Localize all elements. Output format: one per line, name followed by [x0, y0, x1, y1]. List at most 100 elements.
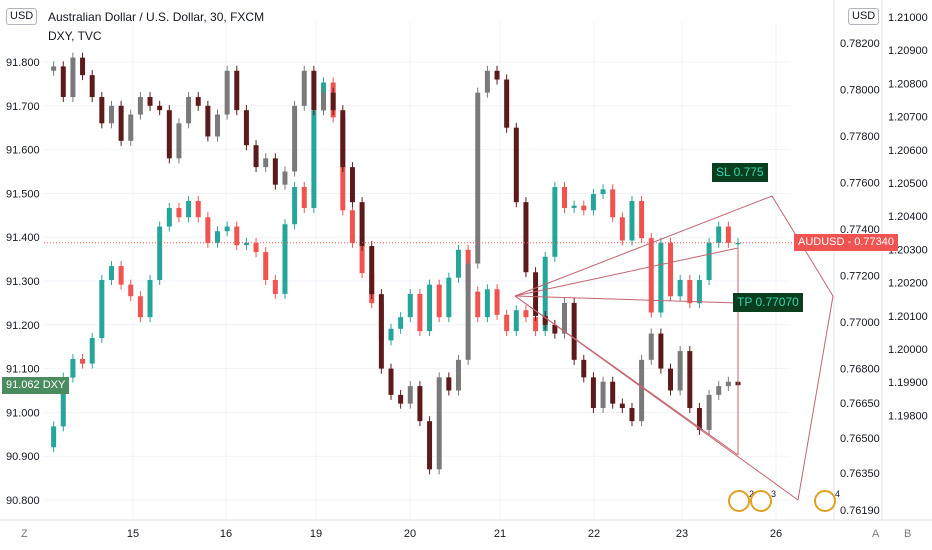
dxy-name: DXY	[42, 379, 66, 391]
dxy-candle-body	[215, 114, 220, 137]
audusd-candle-body	[504, 314, 510, 332]
dxy-candle-body	[234, 70, 240, 111]
base-scale-button[interactable]: B	[904, 528, 912, 540]
audusd-candle-body	[243, 242, 249, 246]
left-tick-label: 91.700	[6, 101, 40, 113]
dxy-candle-body	[446, 377, 452, 391]
left-tick-label: 91.500	[6, 188, 40, 200]
dxy-candle-body	[696, 408, 702, 430]
dxy-candle-body	[388, 368, 394, 395]
dxy-price-tag: 91.062 DXY	[2, 377, 70, 394]
dxy-candle-body	[128, 114, 134, 141]
mid-tick-label: 0.77000	[840, 317, 880, 329]
dxy-candle-body	[581, 359, 587, 378]
timezone-button[interactable]: Z	[21, 528, 28, 540]
dxy-candle-body	[436, 377, 442, 470]
audusd-candle-body	[263, 252, 269, 280]
dxy-candle-body	[147, 97, 153, 106]
take-profit-label[interactable]: TP 0.77070	[733, 293, 803, 312]
mid-tick-label: 0.77600	[840, 177, 880, 189]
audusd-candle-body	[706, 242, 712, 280]
dxy-candle-body	[186, 97, 192, 124]
stop-loss-label[interactable]: SL 0.775	[712, 163, 768, 182]
audusd-candle-body	[484, 289, 490, 318]
mid-tick-label: 0.78000	[840, 84, 880, 96]
audusd-candle-body	[629, 200, 635, 241]
mid-tick-label: 0.77800	[840, 131, 880, 143]
audusd-candle-body	[272, 279, 278, 294]
left-tick-label: 91.600	[6, 145, 40, 157]
dxy-candle-body	[571, 302, 577, 360]
right-tick-label: 1.20400	[888, 211, 928, 223]
audusd-candle-body	[735, 242, 741, 245]
dxy-candle-body	[60, 66, 66, 98]
dxy-candle-body	[590, 377, 596, 409]
audusd-candle-body	[590, 194, 596, 211]
wedge-pattern-drawing[interactable]	[514, 195, 834, 501]
x-tick-label: 16	[220, 528, 232, 540]
audusd-candle-body	[696, 279, 702, 304]
audusd-candle-body	[455, 249, 461, 278]
dxy-candle-body	[427, 421, 433, 470]
audusd-candle-body	[427, 284, 433, 332]
audusd-candle-body	[205, 217, 211, 243]
dxy-candle-body	[340, 110, 346, 168]
left-currency-button[interactable]: USD	[6, 8, 38, 25]
dxy-candle-body	[369, 245, 375, 295]
comparison-symbol: DXY, TVC	[48, 29, 102, 43]
audusd-value: 0.77340	[854, 236, 894, 248]
dxy-candle-body	[475, 92, 481, 264]
audusd-candle-body	[716, 226, 722, 243]
dxy-candle-body	[301, 70, 307, 106]
audusd-candle-body	[571, 205, 577, 208]
audusd-candle-body	[80, 358, 86, 364]
audusd-candle-body	[128, 284, 134, 297]
dxy-candle-body	[494, 70, 500, 80]
left-tick-label: 91.100	[6, 364, 40, 376]
dxy-candle-body	[600, 381, 606, 409]
right-currency-button[interactable]: USD	[848, 8, 880, 25]
left-tick-label: 91.300	[6, 276, 40, 288]
audusd-candle-body	[725, 226, 731, 243]
dxy-candle-body	[658, 333, 664, 369]
economic-event-us-1[interactable]: 2	[728, 490, 754, 512]
dxy-candle-body	[407, 386, 413, 404]
mid-tick-label: 0.76190	[840, 505, 880, 517]
audusd-candle-body	[687, 279, 693, 304]
audusd-candle-body	[677, 279, 683, 297]
audusd-candle-body	[89, 338, 95, 364]
audusd-candle-body	[349, 210, 355, 243]
audusd-candle-body	[234, 226, 240, 246]
right-tick-label: 1.20100	[888, 311, 928, 323]
audusd-candle-body	[51, 426, 57, 448]
audusd-candle-body	[533, 317, 539, 332]
audusd-candle-body	[60, 377, 66, 427]
dxy-candle-body	[465, 263, 471, 360]
audusd-candle-body	[668, 242, 674, 297]
event-count: 4	[834, 489, 840, 499]
economic-event-us-2[interactable]: 3	[750, 490, 776, 512]
audusd-candle-body	[157, 226, 163, 280]
dxy-candle-body	[330, 92, 336, 111]
audusd-candle-body	[253, 242, 259, 253]
pattern-line	[514, 195, 773, 297]
dxy-candle-body	[552, 324, 558, 334]
audusd-candle-body	[118, 266, 124, 285]
dxy-candle-body	[282, 171, 288, 185]
x-tick-label: 15	[127, 528, 139, 540]
mid-tick-label: 0.76350	[840, 468, 880, 480]
auto-scale-button[interactable]: A	[872, 528, 880, 540]
mid-tick-label: 0.77200	[840, 270, 880, 282]
mid-tick-label: 0.76800	[840, 363, 880, 375]
chart-title: Australian Dollar / U.S. Dollar, 30, FXC…	[48, 10, 265, 24]
dxy-candle-body	[533, 272, 539, 317]
right-tick-label: 1.19900	[888, 377, 928, 389]
right-tick-label: 1.20800	[888, 78, 928, 90]
economic-event-us-3[interactable]: 4	[814, 490, 840, 512]
audusd-candle-body	[388, 328, 394, 341]
audusd-candle-body	[147, 279, 153, 318]
right-tick-label: 1.20600	[888, 145, 928, 157]
dxy-candle-body	[716, 386, 722, 395]
audusd-candle-body	[542, 256, 548, 332]
